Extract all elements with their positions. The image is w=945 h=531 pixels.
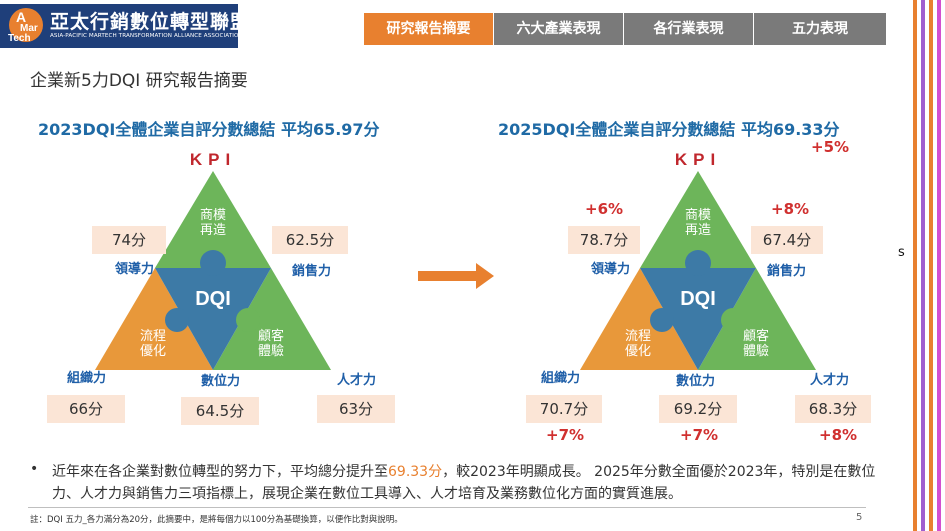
- left-dqi-diagram: KPI DQI 商模再造 流程優化 顧客體驗: [95, 150, 331, 370]
- customer-line2: 體驗: [258, 344, 284, 359]
- footnote: 註：DQI 五力_各力滿分為20分，此摘要中，是將每個力以100分為基礎換算，以…: [30, 515, 403, 525]
- tab-five-forces[interactable]: 五力表現: [754, 13, 886, 45]
- bullet: •: [30, 461, 39, 477]
- tab-summary[interactable]: 研究報告摘要: [364, 13, 493, 45]
- right-digital-delta: +7%: [680, 426, 719, 444]
- business-model-line1: 商模: [685, 208, 711, 223]
- stray-text: s: [898, 245, 905, 260]
- decor-stripe: [937, 0, 941, 531]
- kpi-label: KPI: [190, 150, 236, 169]
- process-triangle: [95, 268, 213, 370]
- customer-triangle: [213, 268, 331, 370]
- business-model-triangle: [640, 171, 756, 268]
- puzzle-knob: [685, 250, 711, 276]
- left-digital-score: 64.5分: [181, 397, 259, 425]
- customer-line2: 體驗: [743, 344, 769, 359]
- right-talent-score: 68.3分: [795, 395, 871, 423]
- right-talent-label: 人才力: [810, 373, 850, 388]
- customer-triangle: [698, 268, 816, 370]
- summary-highlight: 69.33分: [388, 464, 443, 480]
- footer-divider: [28, 507, 866, 508]
- left-score-title: 2023DQI全體企業自評分數總結 平均65.97分: [38, 120, 380, 139]
- right-digital-score: 69.2分: [659, 395, 737, 423]
- left-organization-score: 66分: [47, 395, 125, 423]
- kpi-label: KPI: [675, 150, 721, 169]
- process-line2: 優化: [140, 344, 166, 359]
- tab-six-industries[interactable]: 六大產業表現: [494, 13, 623, 45]
- left-sales-label: 銷售力: [292, 264, 332, 279]
- dqi-center-label: DQI: [680, 288, 716, 310]
- customer-label: 顧客體驗: [258, 328, 284, 359]
- left-leadership-label: 領導力: [115, 262, 155, 277]
- dqi-center-label: DQI: [195, 288, 231, 310]
- right-leadership-label: 領導力: [591, 262, 631, 277]
- right-leadership-delta: +6%: [585, 200, 624, 218]
- logo-title: 亞太行銷數位轉型聯盟協會: [50, 11, 291, 33]
- summary-part2: ，較2023年明顯成長。 2025年分數全面優於2023年，特別是在數位力、人才…: [52, 464, 876, 502]
- left-digital-label: 數位力: [201, 374, 241, 389]
- tab-each-industry[interactable]: 各行業表現: [624, 13, 753, 45]
- customer-label: 顧客體驗: [743, 328, 769, 359]
- logo-mark-tech: Tech: [8, 33, 31, 44]
- amartech-logo-icon: A Mar Tech: [8, 8, 43, 44]
- left-leadership-score: 74分: [92, 226, 166, 254]
- right-sales-delta: +8%: [771, 200, 810, 218]
- logo-mark-a: A: [16, 9, 26, 25]
- right-dqi-diagram: KPI DQI 商模再造 流程優化 顧客體驗: [580, 150, 816, 370]
- process-label: 流程優化: [140, 329, 166, 359]
- process-line1: 流程: [625, 329, 651, 344]
- logo-subtitle: ASIA-PACIFIC MARTECH TRANSFORMATION ALLI…: [50, 33, 243, 39]
- page-number: 5: [856, 512, 863, 523]
- customer-line1: 顧客: [258, 328, 284, 344]
- right-digital-label: 數位力: [676, 374, 716, 389]
- right-leadership-score: 78.7分: [568, 226, 640, 254]
- decor-stripe: [929, 0, 933, 531]
- business-model-line2: 再造: [685, 223, 711, 238]
- customer-line1: 顧客: [743, 328, 769, 344]
- right-organization-score: 70.7分: [526, 395, 602, 423]
- business-model-label: 商模再造: [200, 208, 226, 238]
- summary-part1: 近年來在各企業對數位轉型的努力下，平均總分提升至: [52, 464, 388, 480]
- dqi-center-triangle: [155, 268, 271, 370]
- left-sales-score: 62.5分: [272, 226, 348, 254]
- right-talent-delta: +8%: [819, 426, 858, 444]
- dqi-center-triangle: [640, 268, 756, 370]
- right-score-title: 2025DQI全體企業自評分數總結 平均69.33分: [498, 120, 840, 139]
- business-model-line2: 再造: [200, 223, 226, 238]
- summary-paragraph: 近年來在各企業對數位轉型的努力下，平均總分提升至69.33分，較2023年明顯成…: [52, 461, 892, 505]
- right-sales-label: 銷售力: [767, 264, 807, 279]
- process-triangle: [580, 268, 698, 370]
- process-line2: 優化: [625, 344, 651, 359]
- business-model-triangle: [155, 171, 271, 268]
- business-model-label: 商模再造: [685, 208, 711, 238]
- right-organization-label: 組織力: [541, 371, 581, 386]
- puzzle-knob: [200, 250, 226, 276]
- left-talent-label: 人才力: [337, 373, 377, 388]
- right-arrow-icon: [418, 263, 494, 289]
- puzzle-knob: [721, 308, 745, 332]
- left-organization-label: 組織力: [67, 371, 107, 386]
- logo-mark-mar: Mar: [20, 23, 38, 34]
- right-total-delta: +5%: [811, 138, 850, 156]
- process-label: 流程優化: [625, 329, 651, 359]
- process-line1: 流程: [140, 329, 166, 344]
- business-model-line1: 商模: [200, 208, 226, 223]
- right-organization-delta: +7%: [546, 426, 585, 444]
- puzzle-knob: [165, 308, 189, 332]
- right-sales-score: 67.4分: [751, 226, 823, 254]
- left-talent-score: 63分: [317, 395, 395, 423]
- puzzle-knob: [650, 308, 674, 332]
- puzzle-knob: [236, 308, 260, 332]
- decor-stripe: [913, 0, 917, 531]
- decor-stripe: [921, 0, 925, 531]
- page-title: 企業新5力DQI 研究報告摘要: [30, 71, 248, 91]
